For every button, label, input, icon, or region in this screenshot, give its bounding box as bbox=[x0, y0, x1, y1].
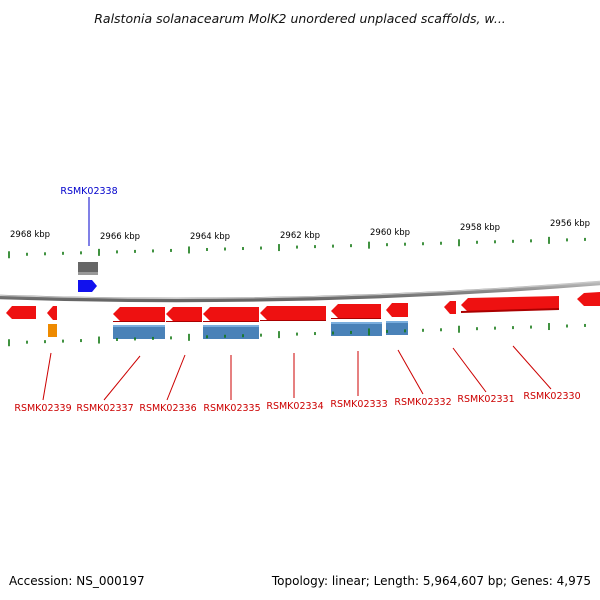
gene-RSMK02333-arrow bbox=[331, 304, 381, 318]
tick-label-2966: 2966 kbp bbox=[100, 232, 140, 242]
gene-RSMK02332-arrow bbox=[386, 303, 408, 317]
tick-label-2958: 2958 kbp bbox=[460, 223, 500, 233]
gene-RSMK02331-arrow bbox=[461, 296, 559, 312]
genome-summary-text: Topology: linear; Length: 5,964,607 bp; … bbox=[271, 574, 591, 588]
tick-label-2962: 2962 kbp bbox=[280, 231, 320, 241]
gene-RSMK02339b-arrow bbox=[47, 306, 57, 320]
label-RSMK02336[interactable]: RSMK02336 bbox=[139, 403, 196, 414]
gene-RSMK02334-arrow bbox=[260, 306, 326, 320]
gene-RSMK02330-arrow bbox=[577, 292, 600, 306]
gene-RSMK02336-arrow bbox=[166, 307, 202, 321]
leader-RSMK02336 bbox=[166, 354, 186, 401]
reverse-gene-arrows bbox=[6, 292, 600, 322]
gene-RSMK02331a-arrow bbox=[444, 301, 456, 314]
map-title: Ralstonia solanacearum MolK2 unordered u… bbox=[94, 11, 506, 26]
gene-RSMK02335-arrow bbox=[203, 307, 259, 321]
leader-RSMK02339 bbox=[42, 352, 52, 401]
tick-label-2964: 2964 kbp bbox=[190, 232, 230, 242]
genome-axis bbox=[0, 280, 600, 303]
cds-blocks-highlight bbox=[113, 321, 408, 327]
label-RSMK02330[interactable]: RSMK02330 bbox=[523, 391, 580, 402]
genome-axis-highlight bbox=[0, 281, 600, 299]
lower-tick-row bbox=[8, 323, 586, 347]
gene-RSMK02337-arrow bbox=[113, 307, 165, 321]
forward-features bbox=[78, 262, 98, 292]
upper-tick-row bbox=[8, 236, 586, 259]
gene-RSMK02339-arrow bbox=[6, 306, 36, 319]
gene-labels: RSMK02338 RSMK02339 RSMK02337 RSMK02336 … bbox=[14, 186, 580, 414]
cds-RSMK02337 bbox=[113, 325, 165, 339]
leader-RSMK02332 bbox=[397, 349, 424, 395]
cds-RSMK02335 bbox=[203, 325, 259, 339]
label-RSMK02335[interactable]: RSMK02335 bbox=[203, 403, 260, 414]
tick-label-2956: 2956 kbp bbox=[550, 219, 590, 229]
pseudogene-block-shade bbox=[78, 272, 98, 275]
tick-label-2960: 2960 kbp bbox=[370, 228, 410, 238]
label-RSMK02332[interactable]: RSMK02332 bbox=[394, 397, 451, 408]
cds-RSMK02333 bbox=[331, 322, 382, 336]
label-RSMK02338[interactable]: RSMK02338 bbox=[60, 186, 117, 197]
tick-label-2968: 2968 kbp bbox=[10, 230, 50, 240]
label-RSMK02337[interactable]: RSMK02337 bbox=[76, 403, 133, 414]
cds-RSMK02332 bbox=[386, 321, 408, 335]
leader-RSMK02337 bbox=[103, 355, 141, 401]
leader-RSMK02330 bbox=[512, 345, 552, 390]
misc-feature-block bbox=[48, 324, 57, 337]
scale-labels: 2968 kbp 2966 kbp 2964 kbp 2962 kbp 2960… bbox=[10, 219, 590, 242]
label-leaders bbox=[42, 197, 552, 401]
label-RSMK02333[interactable]: RSMK02333 bbox=[330, 399, 387, 410]
accession-text: Accession: NS_000197 bbox=[9, 574, 145, 588]
leader-RSMK02331 bbox=[452, 347, 487, 393]
label-RSMK02331[interactable]: RSMK02331 bbox=[457, 394, 514, 405]
pseudogene-block bbox=[78, 262, 98, 274]
label-RSMK02334[interactable]: RSMK02334 bbox=[266, 401, 323, 412]
gene-arrows-shadow bbox=[113, 308, 559, 322]
label-RSMK02339[interactable]: RSMK02339 bbox=[14, 403, 71, 414]
gene-RSMK02338-arrow bbox=[78, 280, 97, 292]
